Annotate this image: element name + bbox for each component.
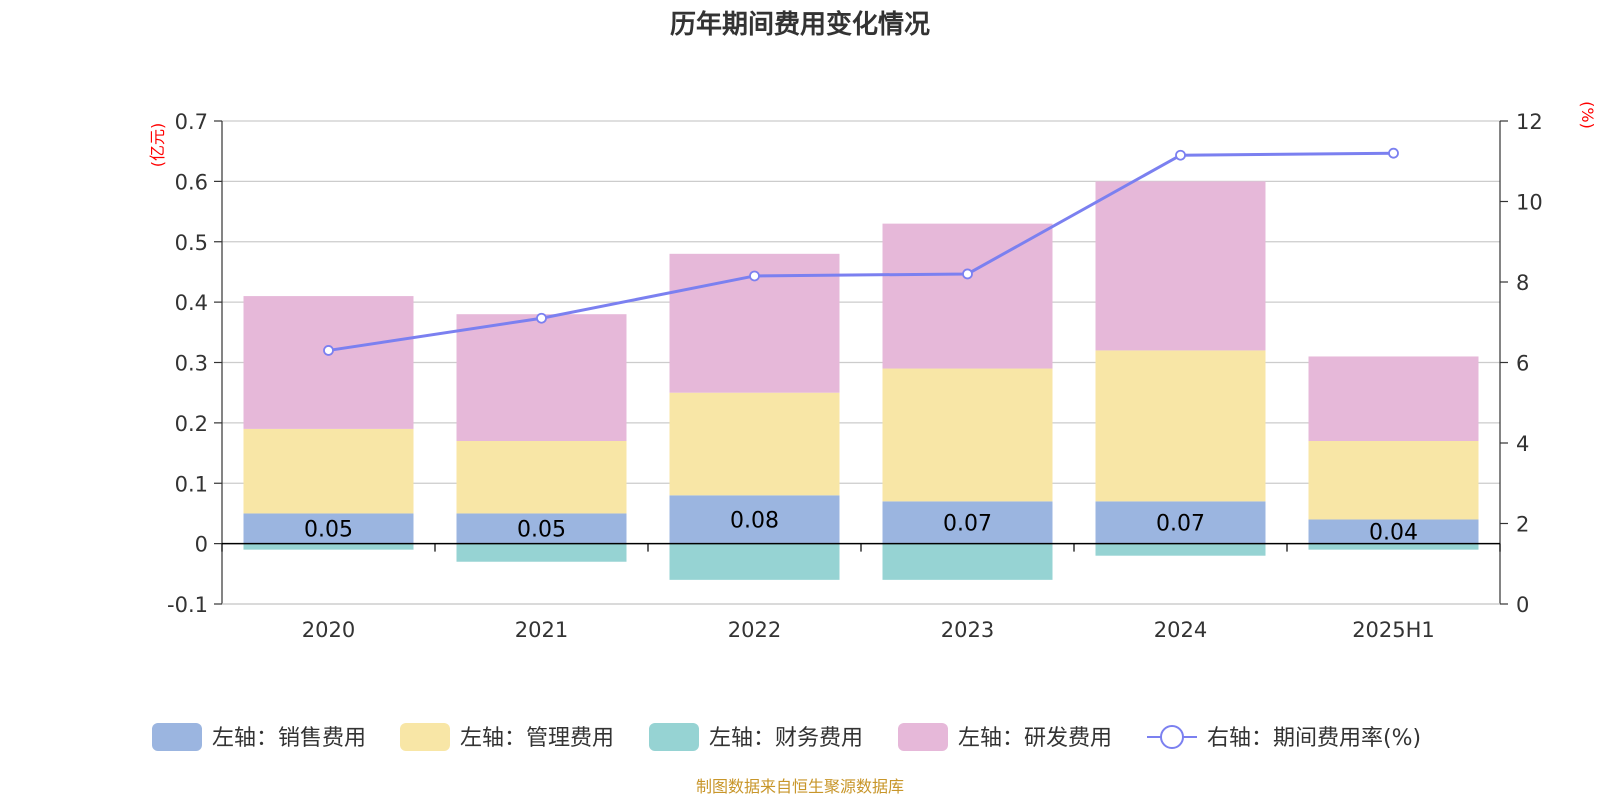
right-axis-tick-label: 0 [1516,593,1529,617]
bar-segment [1308,519,1479,544]
x-axis-tick-label: 2020 [302,618,355,642]
x-axis-tick-label: 2022 [728,618,781,642]
legend-swatch [898,723,948,751]
bar-data-label: 0.05 [517,518,566,543]
rate-line [323,147,1399,356]
rate-line-point [536,312,547,324]
right-axis-tick-label: 12 [1516,110,1543,134]
x-axis-tick-label: 2025H1 [1352,618,1435,642]
legend-label: 左轴：销售费用 [212,726,366,751]
bar-segment [1095,181,1266,351]
bar-segment [1095,350,1266,502]
rate-line-path [328,151,1394,352]
chart-title: 历年期间费用变化情况 [670,9,930,40]
legend-swatch [400,723,450,751]
x-axis-tick-label: 2021 [515,618,568,642]
legend-label: 左轴：财务费用 [709,726,863,751]
legend-swatch [649,723,699,751]
x-axis-tick-label: 2024 [1154,618,1207,642]
legend-label: 右轴：期间费用率(%) [1207,726,1421,751]
bar-segment [1095,543,1266,556]
rate-line-point [323,345,334,356]
rate-line-point [962,268,973,280]
bar-segment [1095,501,1266,544]
bar-segment [243,296,414,429]
left-axis-tick-label: 0.4 [175,291,208,315]
gridlines [222,120,1500,605]
left-axis-tick-label: 0.7 [175,110,208,134]
bars [243,181,1479,580]
bar-segment [669,392,840,496]
left-axis-tick-label: -0.1 [167,593,208,617]
right-axis-tick-label: 6 [1516,352,1529,376]
bar-segment [1308,440,1479,520]
bar-segment [456,440,627,514]
bar-data-label: 0.07 [943,511,992,536]
bar-data-label: 0.05 [304,518,353,543]
bar-segment [456,314,627,441]
bar-data-label: 0.08 [730,508,779,533]
data-source-note: 制图数据来自恒生聚源数据库 [696,777,904,796]
bar-segment [669,543,840,580]
left-axis-tick-label: 0 [195,533,208,557]
legend-swatch [152,723,202,751]
right-axis-unit: (%) [1578,101,1597,129]
right-axis-tick-label: 4 [1516,432,1529,456]
left-axis-tick-label: 0.6 [175,170,208,194]
legend-marker [1160,725,1184,749]
bar-segment [456,513,627,544]
bar-data-label: 0.07 [1156,511,1205,536]
bar-data-label: 0.04 [1369,521,1418,546]
rate-line-point [1388,147,1399,159]
bar-segment [456,543,627,562]
right-axis-tick-label: 8 [1516,271,1529,295]
bar-segment [243,428,414,514]
legend: 左轴：销售费用 左轴：管理费用 左轴：财务费用 左轴：研发费用 右轴：期间费用率(%) [152,723,1421,751]
legend-label: 左轴：管理费用 [460,726,614,751]
bar-segment [882,223,1053,369]
bar-segment [243,543,414,550]
right-axis-tick-label: 2 [1516,513,1529,537]
left-axis-unit: (亿元) [148,123,167,168]
bar-segment [882,501,1053,544]
x-axis-tick-label: 2023 [941,618,994,642]
left-axis-tick-label: 0.3 [175,352,208,376]
left-axis-tick-label: 0.5 [175,231,208,255]
rate-line-point [1175,149,1186,161]
left-axis-tick-label: 0.1 [175,472,208,496]
bar-segment [243,513,414,544]
bar-segment [882,368,1053,502]
bar-segment [882,543,1053,580]
bar-labels: 0.05 0.05 0.08 0.07 0.07 0.04 [304,508,1418,545]
rate-line-point [749,270,760,282]
bar-segment [1308,356,1479,441]
right-axis-tick-label: 10 [1516,191,1543,215]
bar-segment [669,495,840,544]
legend-label: 左轴：研发费用 [958,726,1112,751]
bar-segment [1308,543,1479,550]
left-axis-tick-label: 0.2 [175,412,208,436]
